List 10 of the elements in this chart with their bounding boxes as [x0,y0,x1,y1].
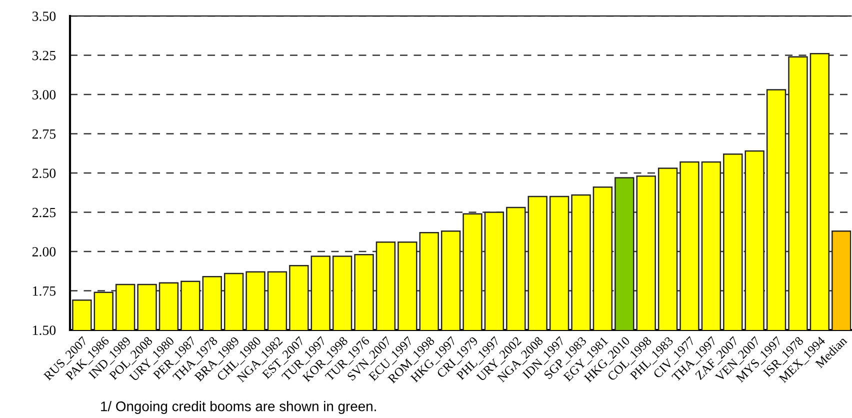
y-tick-label: 2.00 [32,247,56,257]
y-tick-label: 2.50 [32,168,56,178]
y-tick-label: 1.50 [33,326,56,336]
y-tick-label: 3.50 [32,12,56,22]
y-tick-label: 3.00 [32,90,56,100]
y-tick-label: 3.25 [32,50,56,60]
text: 1/ Ongoing credit booms are shown in green. [101,401,376,414]
y-tick-label: 2.75 [32,129,56,139]
y-tick-label: 1.75 [33,286,56,296]
y-tick-label: 2.25 [32,208,56,218]
